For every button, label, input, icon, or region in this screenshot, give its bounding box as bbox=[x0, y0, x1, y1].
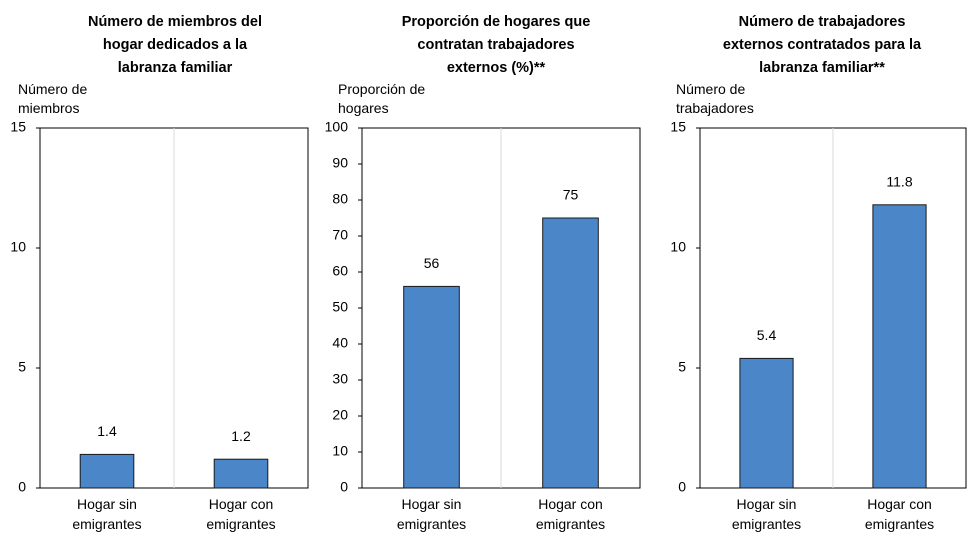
y-tick-label: 90 bbox=[332, 155, 348, 171]
y-tick-label: 5 bbox=[18, 359, 26, 375]
x-tick-label: Hogar sin emigrantes bbox=[397, 496, 466, 532]
x-tick-label: Hogar con emigrantes bbox=[536, 496, 605, 532]
y-tick-label: 50 bbox=[332, 299, 348, 315]
y-tick-label: 80 bbox=[332, 191, 348, 207]
bar bbox=[213, 458, 269, 489]
y-tick-label: 0 bbox=[340, 479, 348, 495]
y-axis-label: Número de miembros bbox=[18, 81, 87, 116]
y-tick-label: 10 bbox=[670, 239, 686, 255]
y-tick-label: 100 bbox=[325, 119, 349, 135]
value-label: 11.8 bbox=[886, 174, 912, 190]
bar bbox=[403, 285, 460, 489]
value-label: 1.4 bbox=[97, 423, 117, 439]
chart-title: Proporción de hogares que contratan traba… bbox=[402, 14, 591, 76]
chart-title: Número de miembros del hogar dedicados a … bbox=[88, 14, 262, 76]
x-tick-label: Hogar con emigrantes bbox=[206, 496, 275, 532]
y-tick-label: 20 bbox=[332, 407, 348, 423]
y-tick-label: 10 bbox=[10, 239, 26, 255]
y-tick-label: 0 bbox=[678, 479, 686, 495]
bar bbox=[739, 357, 794, 489]
y-tick-label: 10 bbox=[332, 443, 348, 459]
x-tick-label: Hogar sin emigrantes bbox=[732, 496, 801, 532]
y-tick-label: 30 bbox=[332, 371, 348, 387]
y-tick-label: 60 bbox=[332, 263, 348, 279]
y-tick-label: 15 bbox=[10, 119, 26, 135]
bar bbox=[79, 453, 135, 489]
y-axis-label: Número de trabajadores bbox=[676, 81, 754, 116]
value-label: 5.4 bbox=[757, 327, 777, 343]
y-tick-label: 40 bbox=[332, 335, 348, 351]
chart-title: Número de trabajadores externos contratad… bbox=[723, 14, 922, 76]
x-tick-label: Hogar sin emigrantes bbox=[72, 496, 141, 532]
value-label: 56 bbox=[424, 255, 440, 271]
y-tick-label: 5 bbox=[678, 359, 686, 375]
bar bbox=[542, 217, 599, 489]
bar bbox=[872, 204, 927, 489]
y-tick-label: 15 bbox=[670, 119, 686, 135]
y-tick-label: 0 bbox=[18, 479, 26, 495]
y-axis-label: Proporción de hogares bbox=[338, 81, 425, 116]
y-tick-label: 70 bbox=[332, 227, 348, 243]
value-label: 75 bbox=[563, 187, 579, 203]
x-tick-label: Hogar con emigrantes bbox=[865, 496, 934, 532]
value-label: 1.2 bbox=[231, 428, 251, 444]
